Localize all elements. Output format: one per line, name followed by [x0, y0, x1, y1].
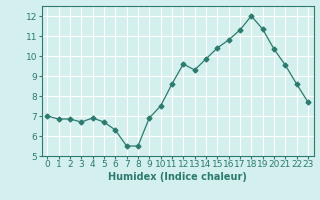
X-axis label: Humidex (Indice chaleur): Humidex (Indice chaleur)	[108, 172, 247, 182]
